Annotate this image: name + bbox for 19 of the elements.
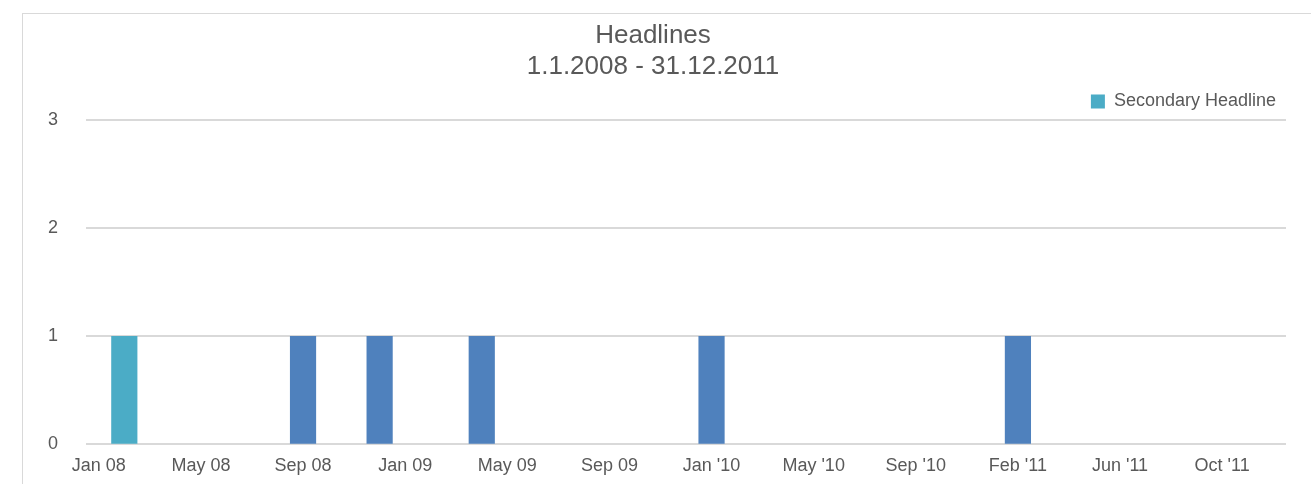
y-tick-label: 1: [48, 325, 59, 346]
text: Headlines: [595, 18, 711, 49]
y-tick-label: 3: [48, 109, 59, 130]
text: 1.1.2008 - 31.12.2011: [526, 49, 780, 80]
y-tick-label: 0: [48, 433, 59, 454]
x-tick-label: Oct '11: [1194, 455, 1250, 476]
y-tick-label: 2: [48, 217, 59, 238]
x-tick-label: Jan '10: [682, 455, 741, 476]
x-tick-label: May 08: [171, 455, 231, 476]
legend-label: Secondary Headline: [1113, 90, 1276, 111]
x-tick-label: May '10: [782, 455, 845, 476]
x-tick-label: Sep 08: [274, 455, 332, 476]
x-tick-label: Sep '10: [885, 455, 947, 476]
x-tick-label: Feb '11: [988, 455, 1047, 476]
x-tick-label: Sep 09: [580, 455, 638, 476]
x-tick-label: May 09: [477, 455, 537, 476]
x-tick-label: Jun '11: [1091, 455, 1149, 476]
x-tick-label: Jan 08: [71, 455, 126, 476]
x-tick-label: Jan 09: [378, 455, 433, 476]
